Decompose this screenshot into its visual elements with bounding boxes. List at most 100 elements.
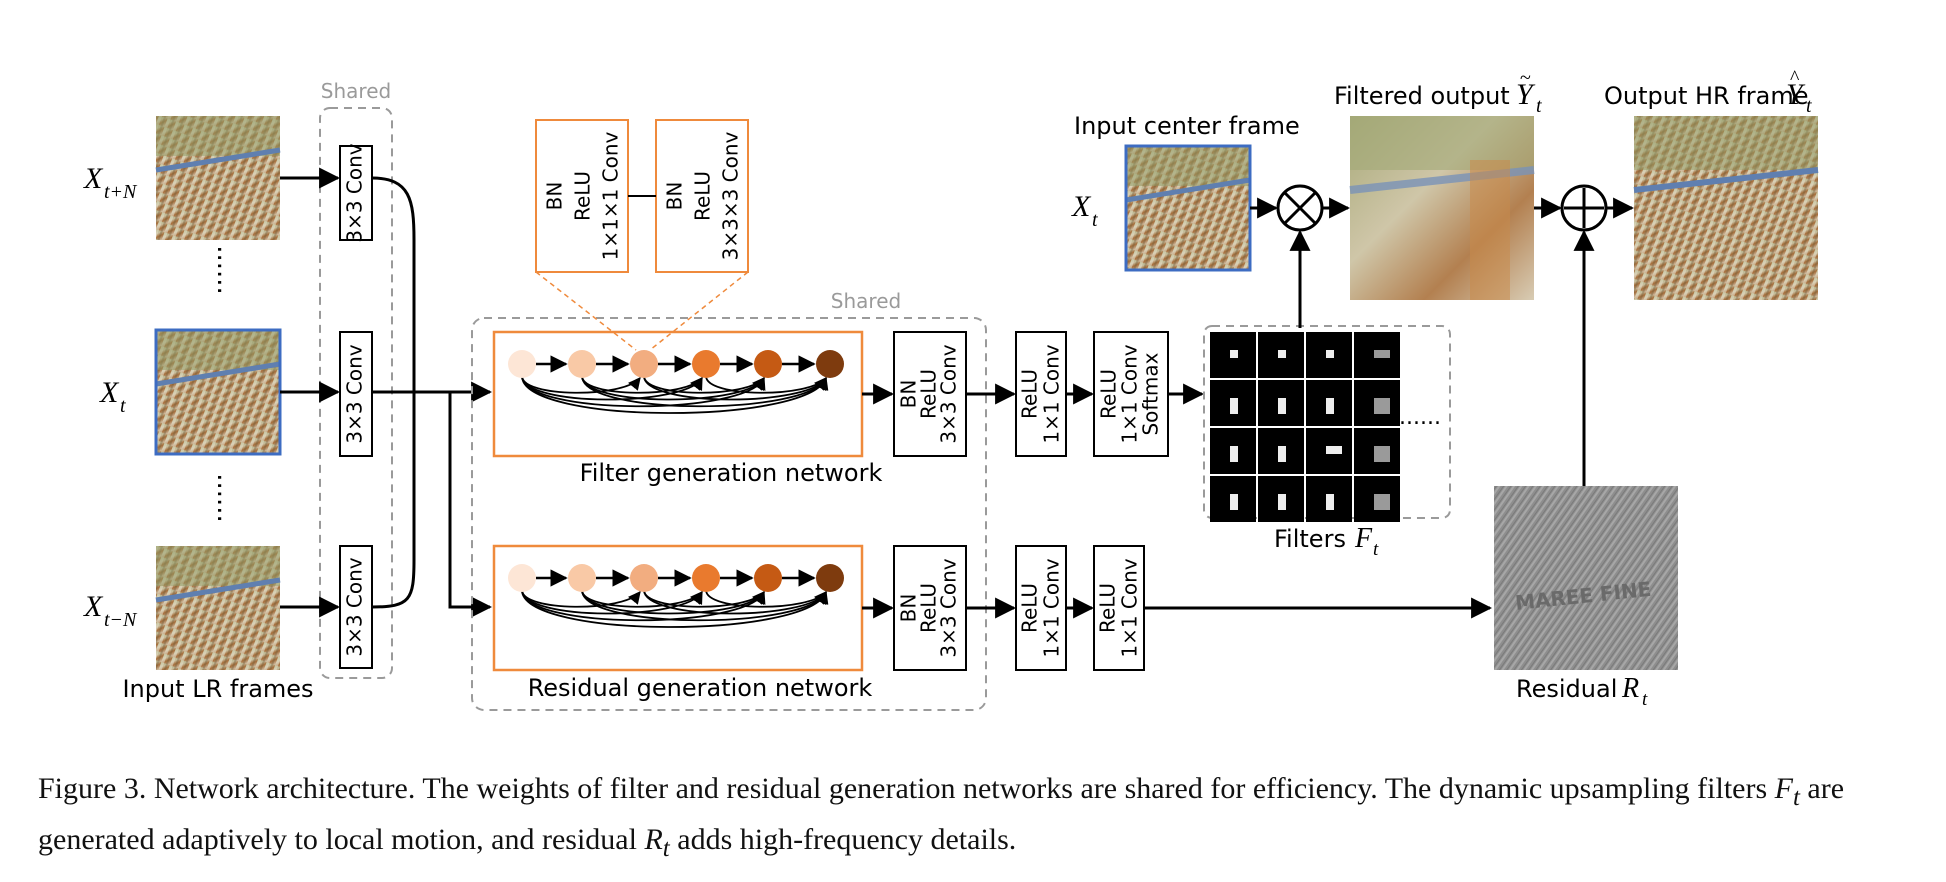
svg-text:ReLU: ReLU [1018, 583, 1042, 633]
multiply-operator [1276, 184, 1324, 232]
skip-connection [521, 589, 703, 615]
svg-text:Filtered output: Filtered output [1334, 82, 1510, 110]
svg-text:F: F [1354, 523, 1373, 554]
dense-node [754, 350, 782, 378]
svg-text:X: X [83, 590, 104, 623]
svg-text:Softmax: Softmax [1139, 352, 1163, 435]
filter-kernel-peak [1278, 446, 1286, 462]
skip-connection [581, 375, 765, 401]
skip-connection [521, 375, 641, 394]
svg-text:BN: BN [663, 182, 687, 211]
svg-text:ReLU: ReLU [1096, 583, 1120, 633]
svg-text:X: X [99, 376, 120, 409]
svg-text:BN: BN [897, 380, 921, 409]
input-frame-bottom [155, 546, 281, 670]
filter-apply-arrows [1250, 197, 1351, 328]
output-hr-frame-image [1633, 116, 1819, 300]
filter-dense-nodes [508, 350, 844, 414]
caption-part2: are generated adaptively to local motion… [38, 772, 1845, 856]
caption-symbol-r: Rt [644, 823, 670, 862]
svg-text:3×3×3 Conv: 3×3×3 Conv [719, 131, 743, 260]
merge-connectors [371, 176, 493, 618]
svg-text:t−N: t−N [104, 609, 138, 631]
vertical-ellipsis-top: ...... [211, 245, 241, 295]
residual-label: Residual R t [1516, 673, 1648, 710]
skip-connection [705, 589, 827, 608]
svg-text:Y: Y [1516, 78, 1536, 111]
svg-text:ReLU: ReLU [917, 369, 941, 419]
filter-kernel-peak [1230, 494, 1238, 510]
filter-kernel-peak [1230, 398, 1238, 414]
svg-text:ReLU: ReLU [691, 171, 715, 221]
residual-image: MAREE FINE [1494, 486, 1678, 670]
filters-group [1203, 325, 1451, 519]
filter-kernel-peak [1374, 398, 1390, 414]
frame-to-conv-arrows [280, 167, 341, 618]
add-operator [1560, 184, 1608, 232]
skip-connection [643, 589, 827, 615]
svg-text:3×3 Conv: 3×3 Conv [937, 558, 961, 657]
svg-text:t: t [120, 395, 126, 417]
skip-connection [521, 589, 641, 608]
svg-text:3×3 Conv: 3×3 Conv [343, 143, 367, 242]
svg-text:ReLU: ReLU [1097, 369, 1121, 419]
svg-text:1×1 Conv: 1×1 Conv [1040, 558, 1064, 657]
skip-connection [581, 589, 828, 622]
dense-node [816, 350, 844, 378]
relu-conv1x1-top: ReLU 1×1 Conv [1015, 331, 1067, 457]
filter-kernel-peak [1326, 398, 1334, 414]
relu-conv1x1-softmax: ReLU 1×1 Conv Softmax [1093, 331, 1169, 457]
filter-kernel-peak [1326, 446, 1342, 454]
detail-zoom-lines [535, 271, 749, 351]
svg-text:~: ~ [1520, 67, 1531, 89]
detail-box-bottleneck: BN ReLU 1×1×1 Conv [535, 119, 629, 273]
svg-text:t+N: t+N [104, 181, 138, 203]
svg-text:^: ^ [1790, 67, 1800, 89]
svg-text:3×3 Conv: 3×3 Conv [343, 557, 367, 656]
filter-kernel-peak [1326, 350, 1334, 358]
svg-text:t: t [1092, 209, 1098, 231]
filter-kernel-peak [1230, 350, 1238, 358]
svg-text:3×3 Conv: 3×3 Conv [937, 344, 961, 443]
conv3x3-top: 3×3 Conv [339, 143, 373, 243]
relu-conv1x1-bottom-2: ReLU 1×1 Conv [1093, 545, 1145, 671]
filter-kernel-peak [1326, 494, 1334, 510]
skip-connection [643, 375, 765, 394]
figure-caption: Figure 3. Network architecture. The weig… [38, 768, 1918, 870]
conv3x3-center: 3×3 Conv [339, 331, 373, 457]
input-lr-frames-label: Input LR frames [122, 675, 313, 703]
skip-connection [705, 375, 827, 394]
shared-label-center: Shared [831, 289, 901, 313]
svg-text:Filters: Filters [1274, 525, 1346, 553]
svg-text:t: t [1806, 95, 1812, 117]
dense-node [630, 350, 658, 378]
svg-text:Y: Y [1786, 78, 1806, 111]
svg-text:BN: BN [897, 594, 921, 623]
filtered-output-label: Filtered output Y ~ t [1334, 67, 1542, 117]
svg-text:t: t [1536, 95, 1542, 117]
skip-connection [521, 589, 829, 628]
bn-relu-conv-bottom: BN ReLU 3×3 Conv [893, 545, 967, 671]
dense-node [630, 564, 658, 592]
filters-label: Filters F t [1274, 523, 1379, 560]
filter-kernel-peak [1374, 494, 1390, 510]
label-x-t-center: X t [1071, 190, 1098, 231]
dense-node [816, 564, 844, 592]
filtered-output-image [1349, 116, 1535, 300]
svg-text:1×1 Conv: 1×1 Conv [1040, 344, 1064, 443]
skip-connection [521, 375, 829, 414]
vertical-ellipsis-bottom: ...... [211, 473, 241, 523]
caption-part1: Figure 3. Network architecture. The weig… [38, 772, 1775, 805]
filter-kernel-peak [1278, 398, 1286, 414]
svg-text:1×1×1 Conv: 1×1×1 Conv [599, 131, 623, 260]
svg-text:t: t [1373, 539, 1379, 560]
residual-dense-nodes [508, 564, 844, 628]
svg-text:X: X [1071, 190, 1092, 223]
input-frame-center [154, 328, 282, 456]
skip-connection [581, 589, 703, 608]
dense-node [754, 564, 782, 592]
svg-text:t: t [1642, 689, 1648, 710]
label-x-t-plus-n: X t+N [83, 162, 138, 203]
dense-node [692, 350, 720, 378]
input-frame-top [155, 116, 281, 240]
